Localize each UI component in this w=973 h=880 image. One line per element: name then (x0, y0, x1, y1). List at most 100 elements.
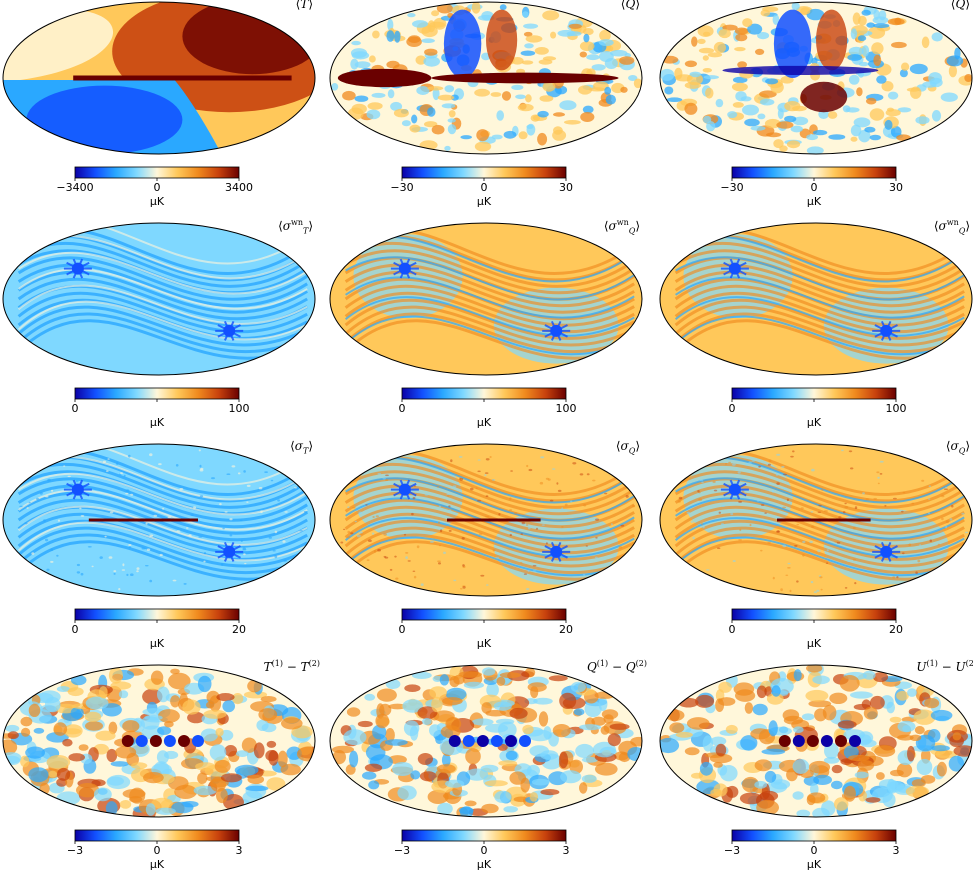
map-blob (266, 740, 277, 748)
map-blob (728, 461, 731, 464)
map-blob (771, 489, 775, 493)
map-blob (95, 730, 116, 741)
colorbar-unit-label: μK (476, 416, 492, 429)
map-blob (749, 523, 752, 527)
scan-stripe (674, 491, 965, 535)
map-blob (948, 755, 965, 772)
map-blob (364, 693, 376, 701)
map-blob (532, 565, 537, 567)
map-title-r1c0: ⟨σwnT⟩ (278, 218, 313, 236)
map-blob (101, 703, 122, 717)
scan-stripe (345, 256, 635, 301)
map-blob (525, 94, 532, 103)
map-blob (834, 797, 849, 811)
map-blob (47, 478, 51, 482)
map-blob (46, 755, 71, 770)
scan-stripe (344, 491, 635, 535)
map-blob (605, 94, 616, 105)
map-blob (94, 787, 112, 802)
map-blob (866, 97, 877, 105)
map-blob (890, 126, 902, 138)
map-blob (876, 772, 885, 780)
map-blob (110, 761, 129, 767)
map-blob (604, 492, 608, 495)
map-blob (881, 81, 894, 92)
map-blob (224, 511, 228, 513)
map-blob (542, 56, 557, 61)
map-blob (342, 90, 356, 101)
map-blob (816, 589, 820, 592)
map-blob (394, 555, 397, 558)
map-blob (499, 672, 521, 679)
map-blob (897, 734, 914, 741)
scan-stripe (17, 284, 308, 325)
map-blob (847, 560, 850, 562)
map-blob (85, 721, 103, 731)
map-blob (951, 504, 954, 508)
map-title-r3c0: T(1) − T(2) (263, 659, 320, 674)
map-blob (857, 760, 874, 771)
colorbar-tick-label: −3 (66, 844, 84, 857)
colorbar-r1c1 (401, 387, 567, 400)
map-blob (584, 700, 602, 718)
map-blob (840, 758, 853, 765)
scan-stripe (17, 300, 308, 341)
map-outline-r1c1 (329, 222, 643, 376)
map-blob (764, 512, 767, 514)
map-blob (919, 544, 922, 546)
map-blob (579, 782, 588, 794)
colorbar-tick-label: 0 (398, 623, 406, 636)
mollweide-map-r1c0 (3, 223, 315, 375)
map-blob (76, 783, 100, 798)
scan-stripe (17, 312, 308, 354)
map-blob (732, 102, 744, 108)
map-blob (712, 480, 716, 483)
map-blob (80, 572, 84, 576)
map-blob (604, 86, 612, 95)
map-blob (24, 522, 28, 525)
map-blob (757, 31, 770, 40)
map-blob (105, 470, 109, 472)
map-blob (677, 500, 681, 503)
map-blob (553, 126, 563, 135)
map-blob (351, 507, 356, 509)
map-title-r0c0: ⟨T⟩ (295, 0, 313, 11)
map-blob (789, 589, 792, 593)
map-blob (558, 751, 569, 769)
map-blob (477, 499, 482, 502)
map-blob (356, 534, 361, 538)
scan-stripe (675, 256, 965, 301)
map-blob (850, 136, 858, 142)
map-blob (821, 488, 824, 491)
map-blob (28, 703, 41, 718)
map-blob (236, 750, 249, 757)
map-blob (272, 549, 276, 552)
map-blob (533, 697, 553, 705)
map-blob (553, 112, 565, 117)
map-blob (897, 720, 916, 733)
map-blob (158, 463, 162, 466)
map-blob (403, 533, 407, 536)
map-blob (869, 134, 881, 141)
map-blob (583, 33, 590, 43)
colorbar-r2c0 (74, 608, 240, 621)
map-blob (582, 105, 594, 114)
colorbar-tick-label: 20 (559, 623, 573, 636)
colorbar-unit-label: μK (806, 195, 822, 208)
map-blob (877, 482, 880, 485)
galactic-plane (447, 518, 541, 522)
scan-stripe (674, 296, 965, 337)
map-blob (441, 103, 456, 109)
map-blob (421, 38, 435, 43)
map-blob (520, 777, 530, 793)
map-blob (232, 693, 244, 705)
colorbar-tick-label: 30 (889, 181, 903, 194)
map-blob (592, 479, 596, 482)
map-blob (170, 668, 180, 675)
map-blob (684, 747, 700, 756)
map-blob (899, 519, 903, 522)
map-blob (759, 98, 775, 106)
map-blob (495, 557, 500, 559)
map-blob (283, 559, 287, 562)
map-blob (812, 675, 830, 685)
